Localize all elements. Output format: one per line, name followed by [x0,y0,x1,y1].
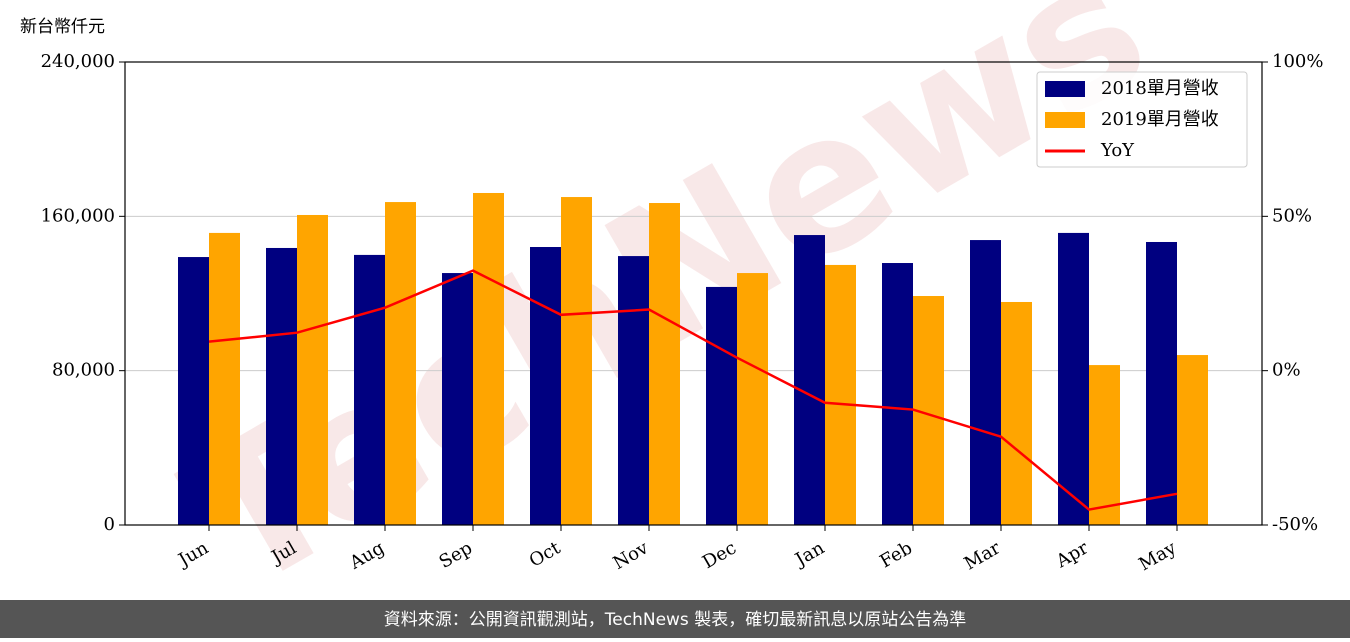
bar [1058,232,1089,525]
y-tick-label: 80,000 [52,360,115,381]
bar [266,247,297,525]
y2-tick-label: 50% [1272,205,1312,226]
legend-label: 2019單月營收 [1101,109,1219,130]
x-tick-label: Jan [790,537,828,571]
bar [737,273,768,525]
x-tick-label: Sep [436,537,476,572]
legend-box [1036,71,1248,168]
bar [1177,355,1208,525]
x-tick-label: Jun [173,537,212,572]
bar [297,214,328,525]
y2-tick-label: 0% [1272,360,1301,381]
plot-frame [124,61,1263,526]
bar [970,240,1001,526]
y-tick-label: 240,000 [41,51,115,72]
x-tick-label: May [1135,537,1180,575]
footer-text: 資料來源：公開資訊觀測站，TechNews 製表，確切最新訊息以原站公告為準 [384,610,966,630]
bar [1001,301,1032,525]
legend-swatch [1045,112,1085,128]
footer-bar [0,600,1350,638]
bar [442,273,473,525]
x-tick-label: Dec [699,537,740,573]
bar [354,254,385,525]
bar [1146,241,1177,525]
y-tick-label: 160,000 [41,205,115,226]
x-tick-label: Nov [610,537,653,574]
y2-tick-label: -50% [1272,514,1318,535]
line [208,269,1178,511]
legend-label: YoY [1100,140,1135,161]
bar [473,192,504,525]
bar [209,232,240,525]
y-tick-label: 0 [104,514,115,535]
bar [178,257,209,525]
x-tick-label: Feb [876,537,916,572]
bar [825,264,856,525]
bar [794,235,825,525]
bar [561,197,592,525]
bar [649,203,680,525]
bar [530,247,561,525]
bar [1089,365,1120,525]
legend-swatch [1045,81,1085,97]
x-tick-label: Apr [1052,537,1092,572]
legend-label: 2018單月營收 [1101,78,1219,99]
x-tick-label: Oct [526,537,565,572]
bar [385,202,416,525]
bar [618,256,649,525]
y-unit-label: 新台幣仟元 [20,17,105,37]
x-tick-label: Mar [961,537,1005,574]
bar [706,286,737,525]
y2-tick-label: 100% [1272,51,1323,72]
bar [882,263,913,525]
